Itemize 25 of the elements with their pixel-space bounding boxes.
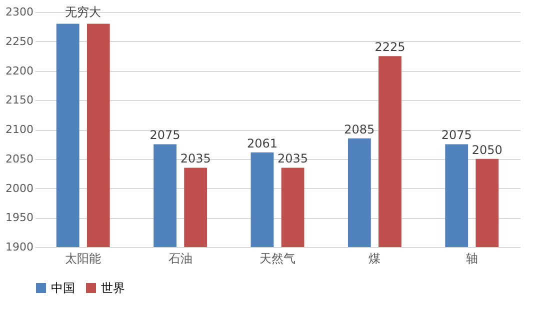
legend-label: 世界 bbox=[101, 281, 125, 295]
legend-label: 中国 bbox=[51, 281, 75, 295]
y-tick-label: 1900 bbox=[6, 240, 34, 254]
data-label: 2035 bbox=[180, 152, 211, 166]
y-tick-label: 2000 bbox=[6, 182, 34, 195]
x-tick-label: 轴 bbox=[466, 252, 478, 266]
data-label: 2061 bbox=[246, 136, 278, 150]
y-tick-label: 2050 bbox=[6, 152, 34, 166]
x-tick-label: 煤 bbox=[368, 252, 381, 266]
data-label: 2225 bbox=[374, 40, 406, 54]
y-tick-label: 2300 bbox=[6, 6, 34, 18]
y-tick-label: 2200 bbox=[6, 64, 34, 78]
data-label: 2085 bbox=[344, 122, 375, 136]
data-label: 2050 bbox=[472, 142, 502, 157]
data-label: 2075 bbox=[150, 128, 180, 142]
y-tick-label: 2250 bbox=[6, 34, 34, 48]
y-tick-label: 1950 bbox=[6, 211, 34, 224]
data-label: 2075 bbox=[441, 128, 472, 142]
y-tick-label: 2150 bbox=[6, 94, 34, 107]
x-tick-label: 石油 bbox=[168, 252, 192, 266]
data-label: 2035 bbox=[278, 152, 308, 166]
y-tick-label: 2100 bbox=[6, 123, 34, 136]
x-tick-label: 天然气 bbox=[260, 252, 296, 266]
x-tick-label: 太阳能 bbox=[65, 252, 102, 266]
annotation: 无穷大 bbox=[65, 4, 102, 19]
